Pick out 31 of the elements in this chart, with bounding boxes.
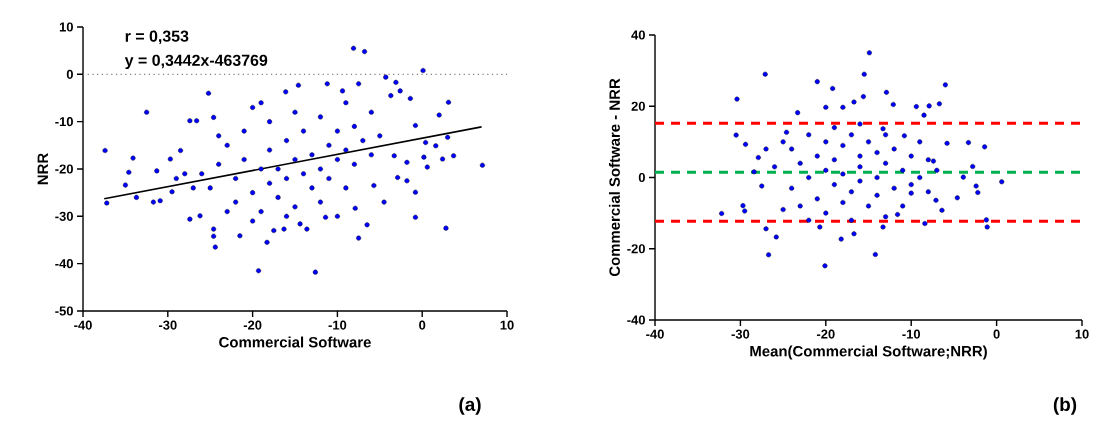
y-tick-label: 10 — [59, 22, 73, 32]
x-tick-label: -30 — [158, 320, 177, 330]
x-tick-label: -10 — [328, 320, 347, 330]
x-axis-title: Mean(Commercial Software;NRR) — [750, 345, 987, 360]
text: (b) — [1053, 397, 1077, 415]
y-axis-title: Commercial Software - NRR — [608, 78, 620, 277]
y-tick-label: -40 — [55, 259, 73, 269]
x-tick-label: -20 — [243, 320, 262, 330]
x-tick-label: -30 — [731, 329, 750, 339]
x-tick-label: -40 — [74, 320, 92, 330]
text: (a) — [459, 397, 481, 415]
y-tick-label: -30 — [55, 211, 73, 221]
x-tick-label: 0 — [419, 320, 426, 330]
x-tick-label: -20 — [816, 329, 835, 339]
x-tick-label: -10 — [902, 329, 921, 339]
x-tick-label: -40 — [646, 329, 664, 339]
annotation: y = 0,3442x-463769 — [124, 54, 268, 70]
y-tick-label: -20 — [627, 244, 645, 254]
y-tick-label: -10 — [55, 117, 73, 127]
x-tick-label: 0 — [993, 329, 1000, 339]
y-tick-label: 0 — [638, 172, 645, 183]
y-tick-label: 0 — [66, 69, 73, 79]
y-tick-label: 20 — [631, 101, 645, 111]
y-tick-label: -50 — [55, 306, 73, 316]
x-axis-title: Commercial Software — [219, 336, 371, 348]
annotation: r = 0,353 — [125, 30, 189, 45]
y-axis-title: NRR — [37, 153, 48, 185]
x-tick-label: 10 — [1075, 329, 1089, 339]
y-tick-label: 40 — [631, 30, 645, 40]
x-tick-label: 10 — [500, 320, 514, 330]
y-tick-label: -20 — [55, 164, 73, 174]
